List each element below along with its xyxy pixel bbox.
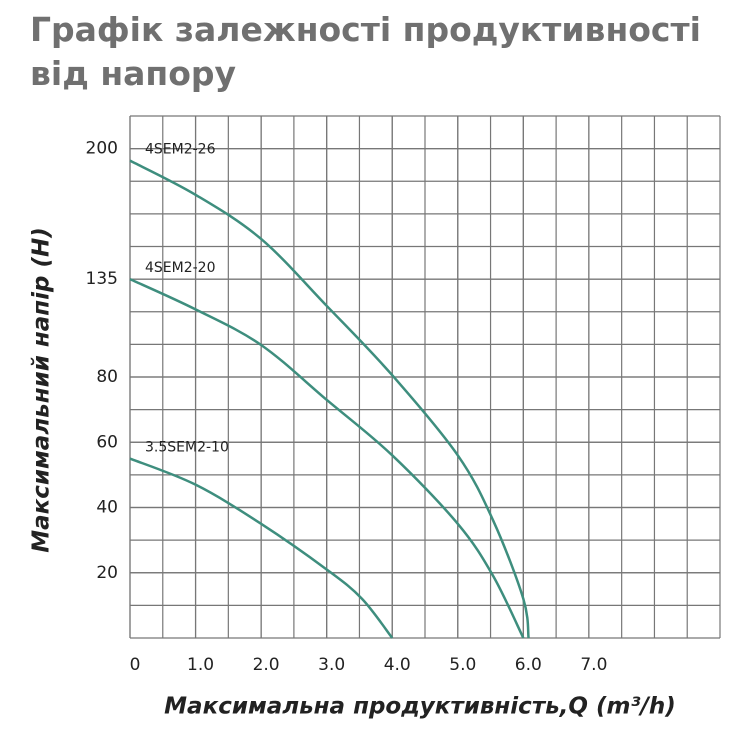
y-tick-label: 135 bbox=[86, 269, 118, 289]
y-tick-label: 80 bbox=[96, 367, 118, 387]
x-tick-label: 5.0 bbox=[449, 655, 476, 675]
series-line bbox=[129, 277, 525, 639]
y-tick-label: 40 bbox=[96, 498, 118, 518]
x-tick-label: 0 bbox=[130, 655, 141, 675]
y-tick-label: 20 bbox=[96, 563, 118, 583]
y-tick-label: 200 bbox=[86, 139, 118, 159]
series-label: 4SEM2-26 bbox=[145, 142, 216, 158]
series-label: 4SEM2-20 bbox=[145, 260, 216, 276]
series-label: 3.5SEM2-10 bbox=[145, 440, 229, 456]
chart-title: Графік залежності продуктивності від нап… bbox=[30, 10, 701, 93]
x-axis-title: Максимальна продуктивність,Q (m³/h) bbox=[164, 694, 676, 720]
series-line bbox=[129, 457, 394, 639]
series-line bbox=[129, 159, 530, 639]
x-tick-label: 2.0 bbox=[253, 655, 280, 675]
x-tick-label: 1.0 bbox=[187, 655, 214, 675]
x-tick-label: 6.0 bbox=[515, 655, 542, 675]
y-axis-title: Максимальний напір (H) bbox=[29, 227, 55, 553]
x-tick-label: 3.0 bbox=[318, 655, 345, 675]
x-tick-label: 4.0 bbox=[384, 655, 411, 675]
x-tick-label: 7.0 bbox=[580, 655, 607, 675]
y-tick-label: 60 bbox=[96, 432, 118, 452]
